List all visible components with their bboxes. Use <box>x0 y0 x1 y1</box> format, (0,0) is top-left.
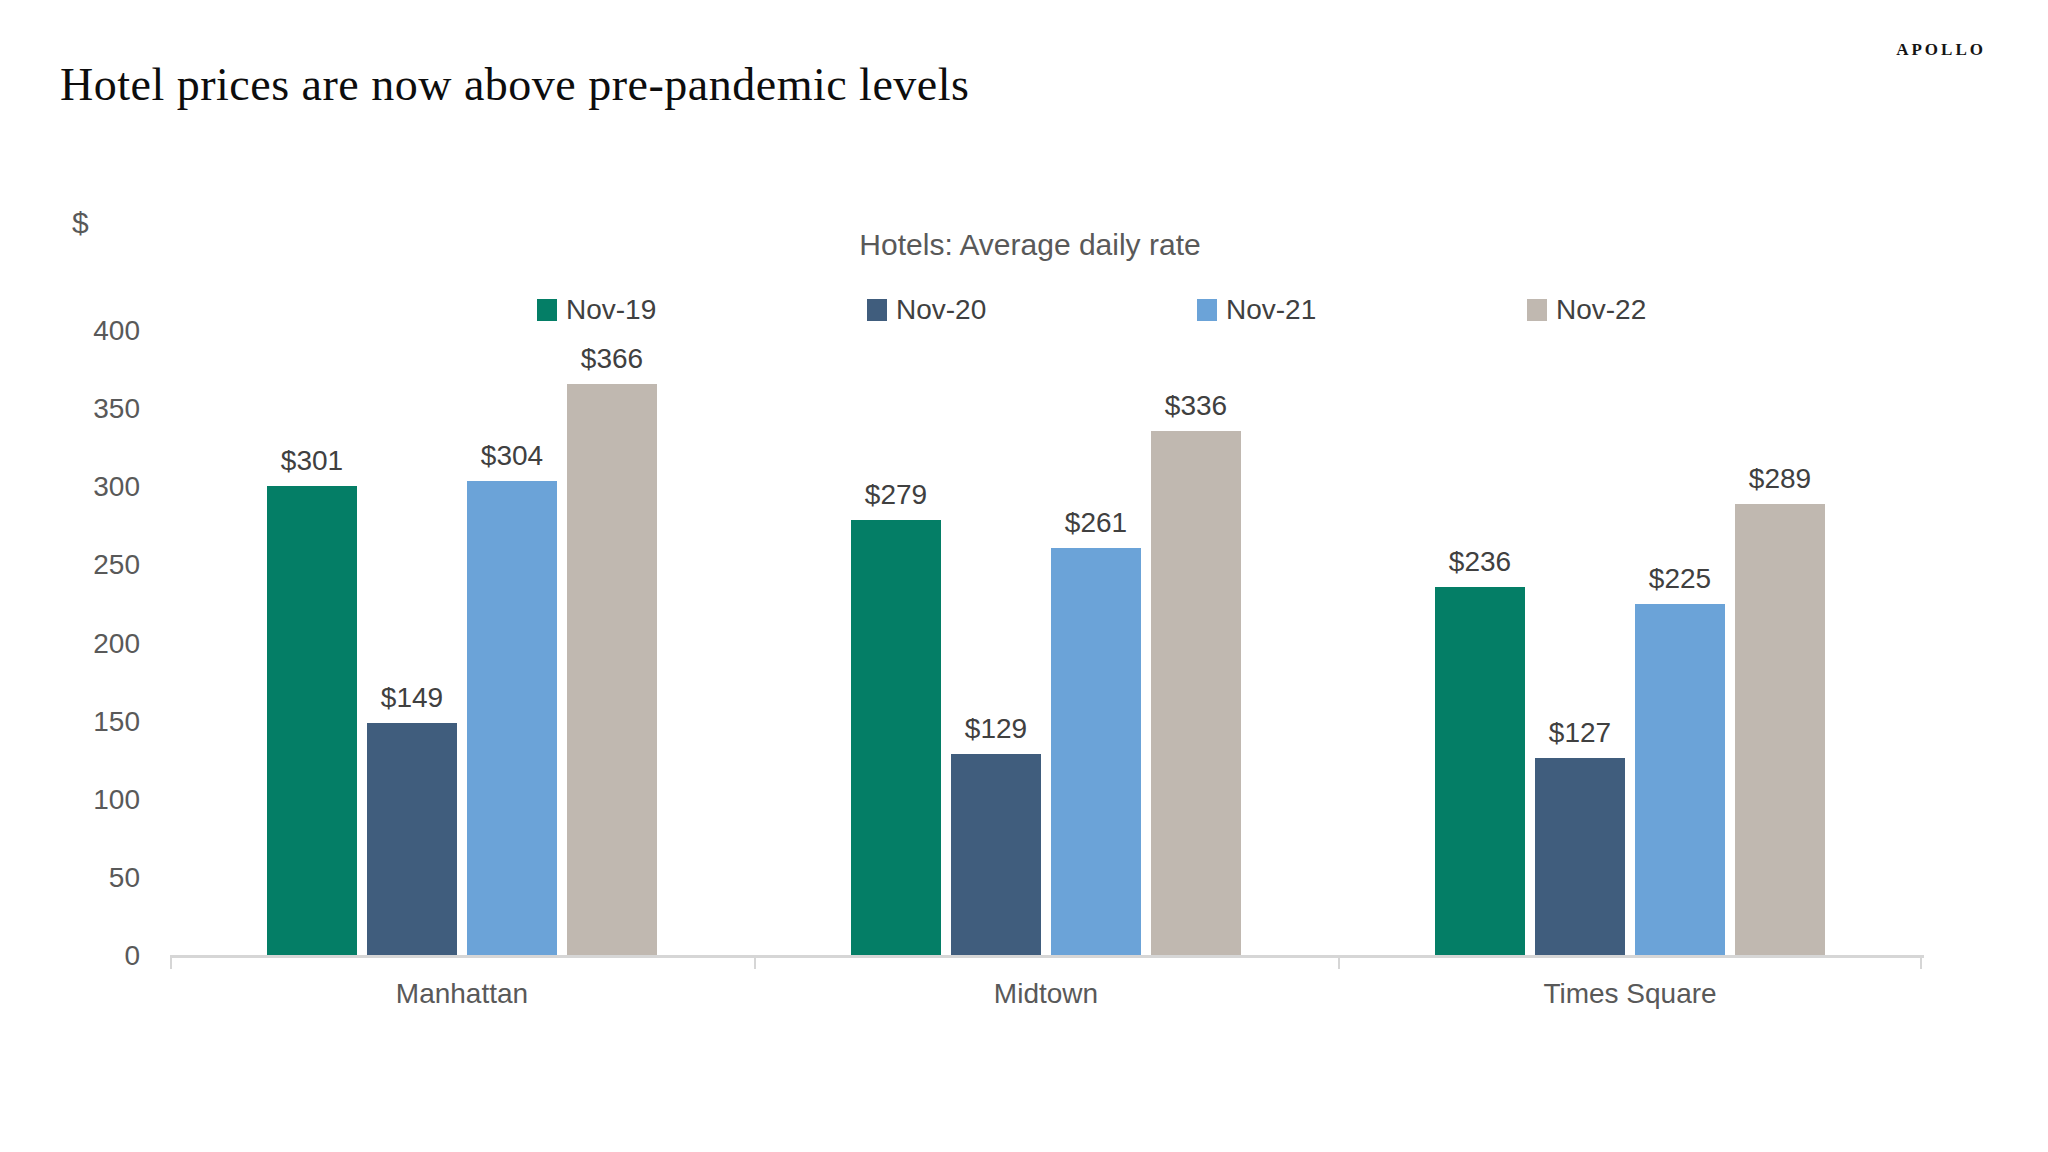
bar-nov-22-times-square <box>1735 504 1825 956</box>
chart-title: Hotels: Average daily rate <box>170 228 1890 262</box>
bar-nov-19-midtown <box>851 520 941 956</box>
y-tick-label: 300 <box>40 470 140 504</box>
bar-data-label: $127 <box>1549 717 1611 749</box>
legend-label: Nov-20 <box>896 294 986 326</box>
x-axis-tick <box>170 955 172 969</box>
legend-label: Nov-21 <box>1226 294 1316 326</box>
legend-item-nov-20: Nov-20 <box>867 294 1197 326</box>
x-axis-line <box>170 955 1924 958</box>
legend: Nov-19 Nov-20 Nov-21 Nov-22 <box>537 294 1857 326</box>
x-category-label: Midtown <box>846 978 1246 1010</box>
bar-nov-19-times-square <box>1435 587 1525 956</box>
bar-data-label: $236 <box>1449 546 1511 578</box>
y-axis: 0 50 100 150 200 250 300 350 400 <box>40 0 140 1000</box>
bar-data-label: $261 <box>1065 507 1127 539</box>
bar-nov-20-midtown <box>951 754 1041 956</box>
x-axis-tick <box>1920 955 1922 969</box>
bar-group-times-square: $236 $127 $225 $289 <box>1435 331 1825 956</box>
x-category-label: Times Square <box>1430 978 1830 1010</box>
y-tick-label: 250 <box>40 548 140 582</box>
y-tick-label: 100 <box>40 783 140 817</box>
bar-wrap: $225 <box>1635 331 1725 956</box>
bar-wrap: $366 <box>567 331 657 956</box>
y-tick-label: 350 <box>40 392 140 426</box>
bar-wrap: $236 <box>1435 331 1525 956</box>
y-tick-label: 150 <box>40 705 140 739</box>
legend-item-nov-21: Nov-21 <box>1197 294 1527 326</box>
bar-data-label: $149 <box>381 682 443 714</box>
bar-wrap: $304 <box>467 331 557 956</box>
bar-wrap: $289 <box>1735 331 1825 956</box>
apollo-logo: APOLLO <box>1896 40 1986 60</box>
legend-label: Nov-19 <box>566 294 656 326</box>
bar-wrap: $129 <box>951 331 1041 956</box>
plot-area: $301 $149 $304 $366 $279 $129 $261 $336 $236 $127… <box>170 331 1922 956</box>
y-tick-label: 50 <box>40 861 140 895</box>
bar-group-midtown: $279 $129 $261 $336 <box>851 331 1241 956</box>
bar-wrap: $279 <box>851 331 941 956</box>
bar-wrap: $149 <box>367 331 457 956</box>
y-tick-label: 0 <box>40 939 140 973</box>
bar-wrap: $336 <box>1151 331 1241 956</box>
legend-swatch-icon <box>537 299 557 321</box>
x-axis-tick <box>1338 955 1340 969</box>
bar-wrap: $261 <box>1051 331 1141 956</box>
bar-data-label: $366 <box>581 343 643 375</box>
bar-nov-19-manhattan <box>267 486 357 956</box>
legend-swatch-icon <box>1527 299 1547 321</box>
x-axis-labels: Manhattan Midtown Times Square <box>170 978 1922 1018</box>
bar-data-label: $225 <box>1649 563 1711 595</box>
bar-group-manhattan: $301 $149 $304 $366 <box>267 331 657 956</box>
x-category-label: Manhattan <box>262 978 662 1010</box>
bar-data-label: $129 <box>965 713 1027 745</box>
y-tick-label: 400 <box>40 314 140 348</box>
bar-data-label: $289 <box>1749 463 1811 495</box>
bar-nov-22-manhattan <box>567 384 657 956</box>
bar-nov-21-times-square <box>1635 604 1725 956</box>
bar-nov-20-times-square <box>1535 758 1625 956</box>
y-tick-label: 200 <box>40 627 140 661</box>
legend-swatch-icon <box>867 299 887 321</box>
legend-item-nov-19: Nov-19 <box>537 294 867 326</box>
legend-label: Nov-22 <box>1556 294 1646 326</box>
bar-data-label: $336 <box>1165 390 1227 422</box>
bar-nov-21-midtown <box>1051 548 1141 956</box>
bar-nov-20-manhattan <box>367 723 457 956</box>
bar-wrap: $127 <box>1535 331 1625 956</box>
bar-nov-22-midtown <box>1151 431 1241 956</box>
page-title: Hotel prices are now above pre-pandemic … <box>60 58 969 111</box>
bar-wrap: $301 <box>267 331 357 956</box>
bar-data-label: $301 <box>281 445 343 477</box>
bar-data-label: $304 <box>481 440 543 472</box>
slide: APOLLO Hotel prices are now above pre-pa… <box>0 0 2048 1152</box>
bar-data-label: $279 <box>865 479 927 511</box>
x-axis-tick <box>754 955 756 969</box>
legend-swatch-icon <box>1197 299 1217 321</box>
bar-nov-21-manhattan <box>467 481 557 956</box>
legend-item-nov-22: Nov-22 <box>1527 294 1857 326</box>
